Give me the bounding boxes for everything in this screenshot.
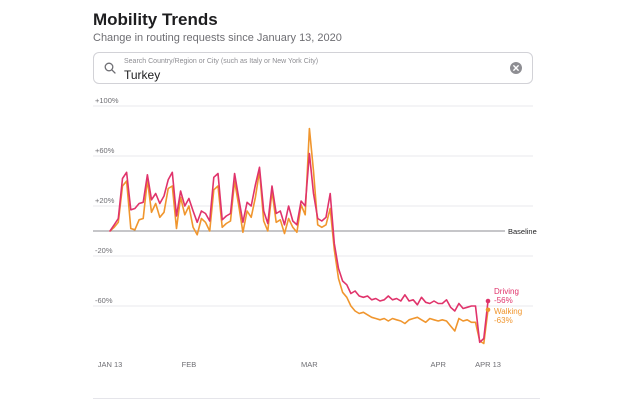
y-tick-label: -20% [95, 246, 113, 255]
series-label-driving: Driving [494, 287, 519, 296]
page-subtitle: Change in routing requests since January… [93, 32, 342, 44]
x-tick-label: MAR [301, 360, 318, 369]
search-input[interactable]: Search Country/Region or City (such as I… [93, 52, 533, 84]
y-tick-label: +60% [95, 146, 115, 155]
search-icon [104, 62, 116, 74]
y-tick-label: -60% [95, 296, 113, 305]
x-tick-label: APR 13 [475, 360, 501, 369]
y-tick-label: +100% [95, 96, 119, 105]
series-label-walking: Walking [494, 307, 522, 316]
series-line-walking [109, 127, 489, 345]
bottom-divider [93, 398, 540, 399]
end-point-walking [485, 307, 491, 313]
search-placeholder: Search Country/Region or City (such as I… [124, 58, 319, 65]
baseline-label: Baseline [508, 227, 537, 236]
series-value-walking: -63% [494, 316, 513, 325]
end-point-driving [485, 298, 491, 304]
x-tick-label: JAN 13 [98, 360, 123, 369]
search-value: Turkey [124, 68, 161, 82]
x-tick-label: APR [430, 360, 446, 369]
page-title: Mobility Trends [93, 10, 218, 29]
series-value-driving: -56% [494, 296, 513, 305]
clear-icon[interactable] [510, 62, 522, 74]
x-tick-label: FEB [182, 360, 197, 369]
y-tick-label: +20% [95, 196, 115, 205]
series-line-driving [109, 152, 489, 344]
